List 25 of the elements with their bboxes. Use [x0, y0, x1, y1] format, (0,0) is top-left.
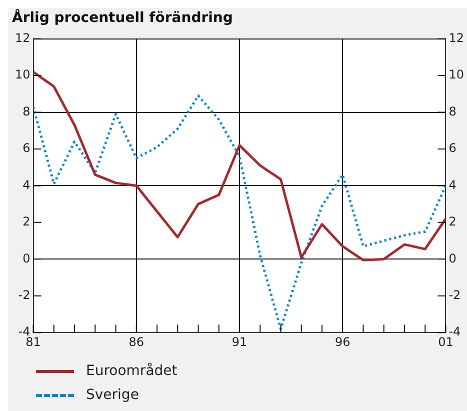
x-tick-label: 81: [26, 334, 41, 349]
y-tick-label: 0: [22, 251, 30, 266]
y2-tick-label: 2: [448, 214, 456, 229]
x-tick-label: 96: [334, 334, 350, 349]
y2-tick-label: 6: [448, 141, 456, 156]
chart-title: Årlig procentuell förändring: [12, 9, 233, 26]
y-tick-label: 6: [22, 141, 30, 156]
y-tick-label: 4: [22, 178, 30, 192]
y2-tick-label: -2: [448, 288, 461, 302]
y2-tick-label: 0: [448, 251, 456, 266]
x-tick-label: 91: [232, 334, 248, 349]
x-tick-label: 01: [438, 334, 454, 349]
line-series: [33, 94, 446, 330]
x-tick-label: 86: [128, 334, 144, 349]
y2-tick-label: 8: [448, 104, 456, 118]
y-tick-label: -2: [18, 288, 30, 302]
y2-tick-label: 4: [448, 178, 456, 192]
y-tick-label: 12: [14, 30, 30, 45]
y-tick-label: 8: [22, 104, 30, 118]
y-tick-label: 10: [14, 68, 30, 82]
legend-label: Sverige: [86, 387, 139, 403]
y-tick-label: 2: [22, 214, 30, 229]
legend-label: Euroområdet: [86, 363, 178, 379]
y2-tick-label: 10: [448, 68, 464, 82]
y2-tick-label: 12: [448, 30, 464, 45]
